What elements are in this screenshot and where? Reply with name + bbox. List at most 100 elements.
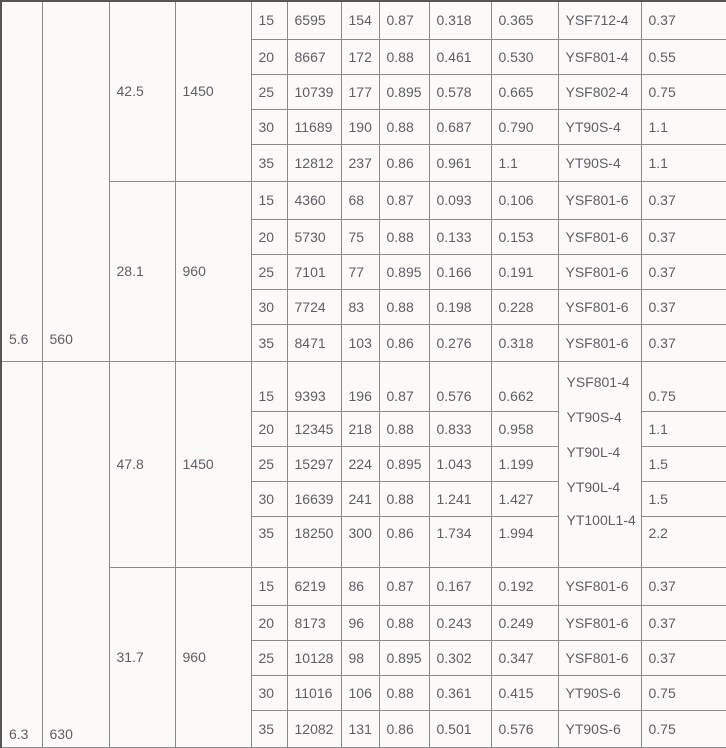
table-cell: 1.5: [640, 445, 726, 482]
table-cell: 30: [250, 674, 288, 711]
table-cell: 131: [340, 709, 380, 748]
table-cell: 0.106: [490, 180, 559, 220]
table-cell: 0.318: [428, 0, 492, 40]
table-cell: 10128: [286, 639, 342, 676]
table-cell: 30: [250, 288, 288, 325]
table-cell: 15: [250, 360, 288, 412]
table-cell: 0.192: [490, 566, 559, 606]
table-cell: 35: [250, 323, 288, 362]
table-cell: YSF801-6: [557, 566, 642, 606]
table-cell: 1.5: [640, 480, 726, 517]
table-cell: 1.734: [428, 515, 492, 568]
table-cell: 1.1: [640, 143, 726, 182]
table-cell: 0.228: [490, 288, 559, 325]
table-row: 20 8173 96 0.88 0.243 0.249 YSF801-6 0.37: [1, 604, 726, 641]
table-cell: 25: [250, 253, 288, 290]
table-cell: 5730: [286, 218, 342, 255]
table-cell: 0.86: [378, 323, 430, 362]
table-cell: 0.37: [640, 566, 726, 606]
table-cell: 0.133: [428, 218, 492, 255]
table-row: 30 7724 83 0.88 0.198 0.228 YSF801-6 0.37: [1, 288, 726, 325]
table-row: 28.1 960 15 4360 68 0.87 0.093 0.106 YSF801-6 0.3…: [1, 180, 726, 362]
table-cell: 0.88: [378, 288, 430, 325]
table-cell: 0.37: [640, 288, 726, 325]
table-cell: 960: [174, 180, 252, 362]
model-cell: YSF801-4 YT90S-4 YT90L-4 YT90L-4 YT100L1-4: [557, 360, 642, 568]
table-cell: 0.87: [378, 566, 430, 606]
table-cell: 8471: [286, 323, 342, 362]
table-cell: 20: [250, 604, 288, 641]
table-cell: 0.88: [378, 674, 430, 711]
table-cell: 0.662: [490, 360, 559, 412]
table-cell: 0.153: [490, 218, 559, 255]
table-cell: 1.1: [640, 108, 726, 145]
table-cell: 15: [250, 566, 288, 606]
table-cell: 0.461: [428, 38, 492, 75]
table-cell: 172: [340, 38, 380, 75]
table-cell: 0.88: [378, 218, 430, 255]
table-cell: YSF801-6: [557, 639, 642, 676]
table-cell: 237: [340, 143, 380, 182]
table-row: 5.6 560 42.5 1450 15 6595 154 0.87 0.318 0.365 YSF…: [0, 0, 726, 362]
table-cell: YT90S-6: [557, 674, 642, 711]
table-cell: 0.88: [378, 410, 430, 447]
table-cell: 4360: [286, 180, 342, 220]
table-cell: 75: [340, 218, 380, 255]
table-cell: 0.961: [428, 143, 492, 182]
table-row: 30 11016 106 0.88 0.361 0.415 YT90S-6 0.75: [1, 674, 726, 711]
model-line: YT100L1-4: [566, 511, 636, 528]
table-cell: 96: [340, 604, 380, 641]
table-cell: 77: [340, 253, 380, 290]
table-cell: 0.88: [378, 480, 430, 517]
table-row: 25 10739 177 0.895 0.578 0.665 YSF802-4 0.75: [1, 73, 726, 110]
table-cell: 35: [250, 143, 288, 182]
table-row: 20 8667 172 0.88 0.461 0.530 YSF801-4 0.55: [1, 38, 726, 75]
table-cell: 0.37: [640, 0, 726, 40]
table-cell: 0.191: [490, 253, 559, 290]
table-row: 6.3 630 47.8 1450 15 9393 196 0.87 0.576 0.662 YSF…: [0, 360, 726, 748]
table-cell: YSF802-4: [557, 73, 642, 110]
table-cell: 68: [340, 180, 380, 220]
table-cell: YT90S-4: [557, 108, 642, 145]
table-cell: 35: [250, 709, 288, 748]
table-cell: 190: [340, 108, 380, 145]
table-cell: 12082: [286, 709, 342, 748]
table-cell: 0.318: [490, 323, 559, 362]
table-cell: 0.365: [490, 0, 559, 40]
table-cell: 25: [250, 445, 288, 482]
table-cell: 0.87: [378, 0, 430, 40]
table-cell: 35: [250, 515, 288, 568]
table-cell: 0.895: [378, 73, 430, 110]
table-cell: 103: [340, 323, 380, 362]
table-row: 25 10128 98 0.895 0.302 0.347 YSF801-6 0.37: [1, 639, 726, 676]
table-cell: 0.166: [428, 253, 492, 290]
table-cell: 6219: [286, 566, 342, 606]
table-cell: 0.88: [378, 604, 430, 641]
table-cell: 0.576: [428, 360, 492, 412]
table-cell: 0.86: [378, 143, 430, 182]
table-cell: 0.75: [640, 674, 726, 711]
table-row: 35 12812 237 0.86 0.961 1.1 YT90S-4 1.1: [1, 143, 726, 182]
table-cell: 218: [340, 410, 380, 447]
table-cell: 1.199: [490, 445, 559, 482]
table-cell: 0.249: [490, 604, 559, 641]
table-cell: 83: [340, 288, 380, 325]
table-cell: 0.576: [490, 709, 559, 748]
table-cell: 2.2: [640, 515, 726, 568]
table-cell: 0.347: [490, 639, 559, 676]
table-cell: 0.276: [428, 323, 492, 362]
table-cell: 8173: [286, 604, 342, 641]
table-cell: 0.55: [640, 38, 726, 75]
table-cell: 28.1: [108, 180, 176, 362]
table-cell: 12812: [286, 143, 342, 182]
table-cell: 0.361: [428, 674, 492, 711]
table-cell: 20: [250, 218, 288, 255]
table-cell: 0.88: [378, 38, 430, 75]
table-cell: 0.37: [640, 323, 726, 362]
table-cell: 0.37: [640, 639, 726, 676]
table-cell: 15: [250, 180, 288, 220]
table-cell: 241: [340, 480, 380, 517]
table-cell: 300: [340, 515, 380, 568]
table-cell: 0.895: [378, 639, 430, 676]
table-cell: 86: [340, 566, 380, 606]
